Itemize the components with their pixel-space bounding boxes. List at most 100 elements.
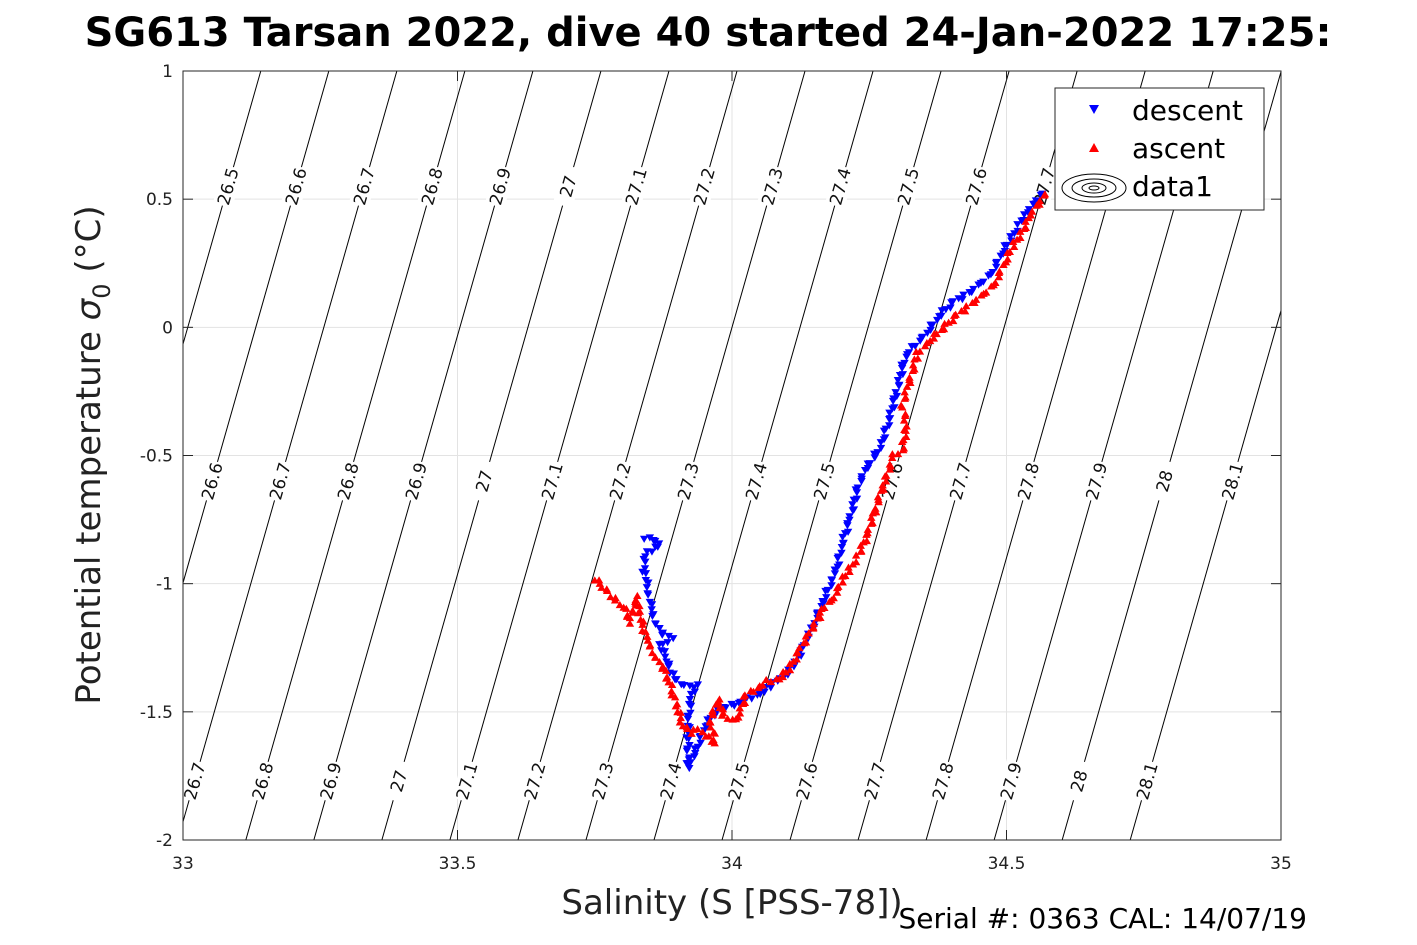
descent-point [870,454,879,462]
ascent-point [871,504,880,512]
ascent-point [594,576,604,584]
ascent-point [960,307,970,315]
density-contour-label-bg [1131,759,1163,804]
ascent-point [708,706,717,714]
density-contour-label-bg [1029,164,1060,209]
ascent-point [867,513,876,521]
descent-point [834,553,843,561]
descent-point [747,695,756,703]
ascent-point [820,603,829,611]
ascent-point [994,273,1004,281]
density-contour-label-bg [1063,759,1095,804]
ascent-point [888,453,897,462]
x-tick-label: 35 [1270,854,1292,874]
ascent-point [901,410,910,418]
descent-point [647,606,656,614]
descent-point [647,601,657,609]
ascent-point [1027,207,1037,215]
density-contour-label-bg [689,164,720,209]
descent-point [937,312,946,320]
descent-point [669,670,678,678]
ascent-point [693,725,702,733]
descent-point [885,415,895,423]
density-contour-label-bg [655,759,686,804]
descent-point [857,473,866,481]
ascent-point [873,493,883,501]
descent-point [651,620,660,628]
ascent-point [901,393,910,401]
descent-point [664,663,673,671]
ascent-point [881,477,891,485]
ascent-point [793,648,802,656]
y-tick-label: 0 [162,318,173,338]
ascent-point [638,620,647,628]
ascent-point [670,693,680,701]
ascent-point [863,525,873,533]
descent-point [873,449,882,457]
ascent-point [939,325,949,333]
ascent-point [792,655,801,663]
ascent-point [795,644,804,652]
ascent-point [606,592,615,601]
ascent-point [735,709,745,717]
legend-marker-ascent [1089,143,1099,152]
ascent-point [961,302,971,310]
descent-point [941,306,951,314]
density-contour-label-bg [809,459,840,504]
ascent-point [734,713,743,721]
density-contour-label-bg [1081,459,1112,504]
ascent-point [735,704,744,712]
descent-point [641,570,651,578]
ascent-point [705,717,714,725]
ascent-point [631,595,640,603]
ascent-point [905,373,914,381]
ascent-point [675,718,685,726]
ascent-point [698,728,707,736]
density-contour-label-bg [791,759,822,804]
y-tick-label: -1.5 [140,703,173,723]
ascent-point [899,416,909,424]
x-tick-label: 33.5 [439,854,477,874]
density-contour-label-bg [484,164,516,209]
y-axis-label-subscript: 0 [88,283,116,298]
ascent-point [951,310,960,318]
ascent-point [723,714,732,722]
ascent-point [781,668,791,676]
ascent-point [634,609,643,617]
density-contour-label-bg [280,164,312,209]
ascent-point [838,578,847,586]
descent-point [835,561,844,569]
density-contour-label-bg [315,759,346,804]
descent-point [830,570,840,578]
ascent-point [809,623,818,631]
descent-point [693,681,703,689]
descent-point [660,653,670,661]
descent-point [690,753,699,761]
chart-title: SG613 Tarsan 2022, dive 40 started 24-Ja… [85,10,1332,56]
ascent-point [868,518,877,527]
density-contour-label-bg [552,164,584,209]
density-contour-label-bg [264,459,296,504]
y-axis-label: Potential temperature σ0 (°C) [69,205,116,704]
ascent-point [816,613,825,621]
descent-point [650,537,660,546]
descent-point [672,676,681,684]
ascent-point [718,705,728,713]
ascent-point [1040,190,1050,198]
x-tick-label: 34.5 [988,854,1026,874]
descent-point [730,702,739,710]
ascent-point [845,567,854,576]
density-contour-label: 27.5 [893,164,924,209]
x-tick-label: 34 [721,854,743,874]
ascent-point [676,713,685,722]
density-contour-label-bg [587,759,618,804]
legend-label-data1: data1 [1132,170,1213,203]
ascent-point [1021,217,1030,225]
descent-point [691,750,700,758]
ascent-point [615,601,625,609]
ascent-point [610,596,620,604]
descent-point [766,684,776,692]
ascent-point [1016,233,1025,241]
legend-entry-descent: descent [1089,94,1243,127]
ascent-point [801,638,811,646]
